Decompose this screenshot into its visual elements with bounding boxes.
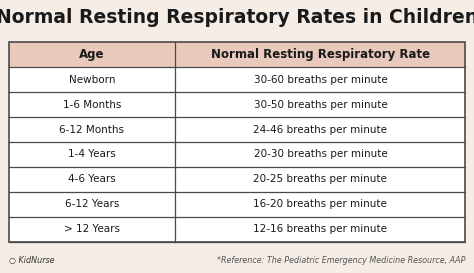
Text: Age: Age [79,48,105,61]
Text: Normal Resting Respiratory Rates in Children: Normal Resting Respiratory Rates in Chil… [0,8,474,27]
Text: Newborn: Newborn [69,75,115,85]
Text: 4-6 Years: 4-6 Years [68,174,116,184]
Bar [9,117,465,142]
Bar [9,92,465,117]
Bar [9,217,465,242]
Bar [9,42,465,67]
Text: 20-25 breaths per minute: 20-25 breaths per minute [254,174,387,184]
Text: 1-4 Years: 1-4 Years [68,149,116,159]
Bar [9,167,465,192]
Text: > 12 Years: > 12 Years [64,224,120,234]
Text: 20-30 breaths per minute: 20-30 breaths per minute [254,149,387,159]
Text: 30-50 breaths per minute: 30-50 breaths per minute [254,100,387,109]
Text: 24-46 breaths per minute: 24-46 breaths per minute [254,124,387,135]
Text: 16-20 breaths per minute: 16-20 breaths per minute [254,199,387,209]
Text: 1-6 Months: 1-6 Months [63,100,121,109]
Text: 6-12 Years: 6-12 Years [65,199,119,209]
Bar [9,42,465,242]
Text: Normal Resting Respiratory Rate: Normal Resting Respiratory Rate [211,48,430,61]
Bar [9,142,465,167]
Text: 30-60 breaths per minute: 30-60 breaths per minute [254,75,387,85]
Text: 6-12 Months: 6-12 Months [59,124,124,135]
Text: ○ KidNurse: ○ KidNurse [9,256,54,265]
Text: 12-16 breaths per minute: 12-16 breaths per minute [254,224,387,234]
Bar [9,67,465,92]
Bar [9,192,465,217]
Text: *Reference: The Pediatric Emergency Medicine Resource, AAP: *Reference: The Pediatric Emergency Medi… [217,256,465,265]
